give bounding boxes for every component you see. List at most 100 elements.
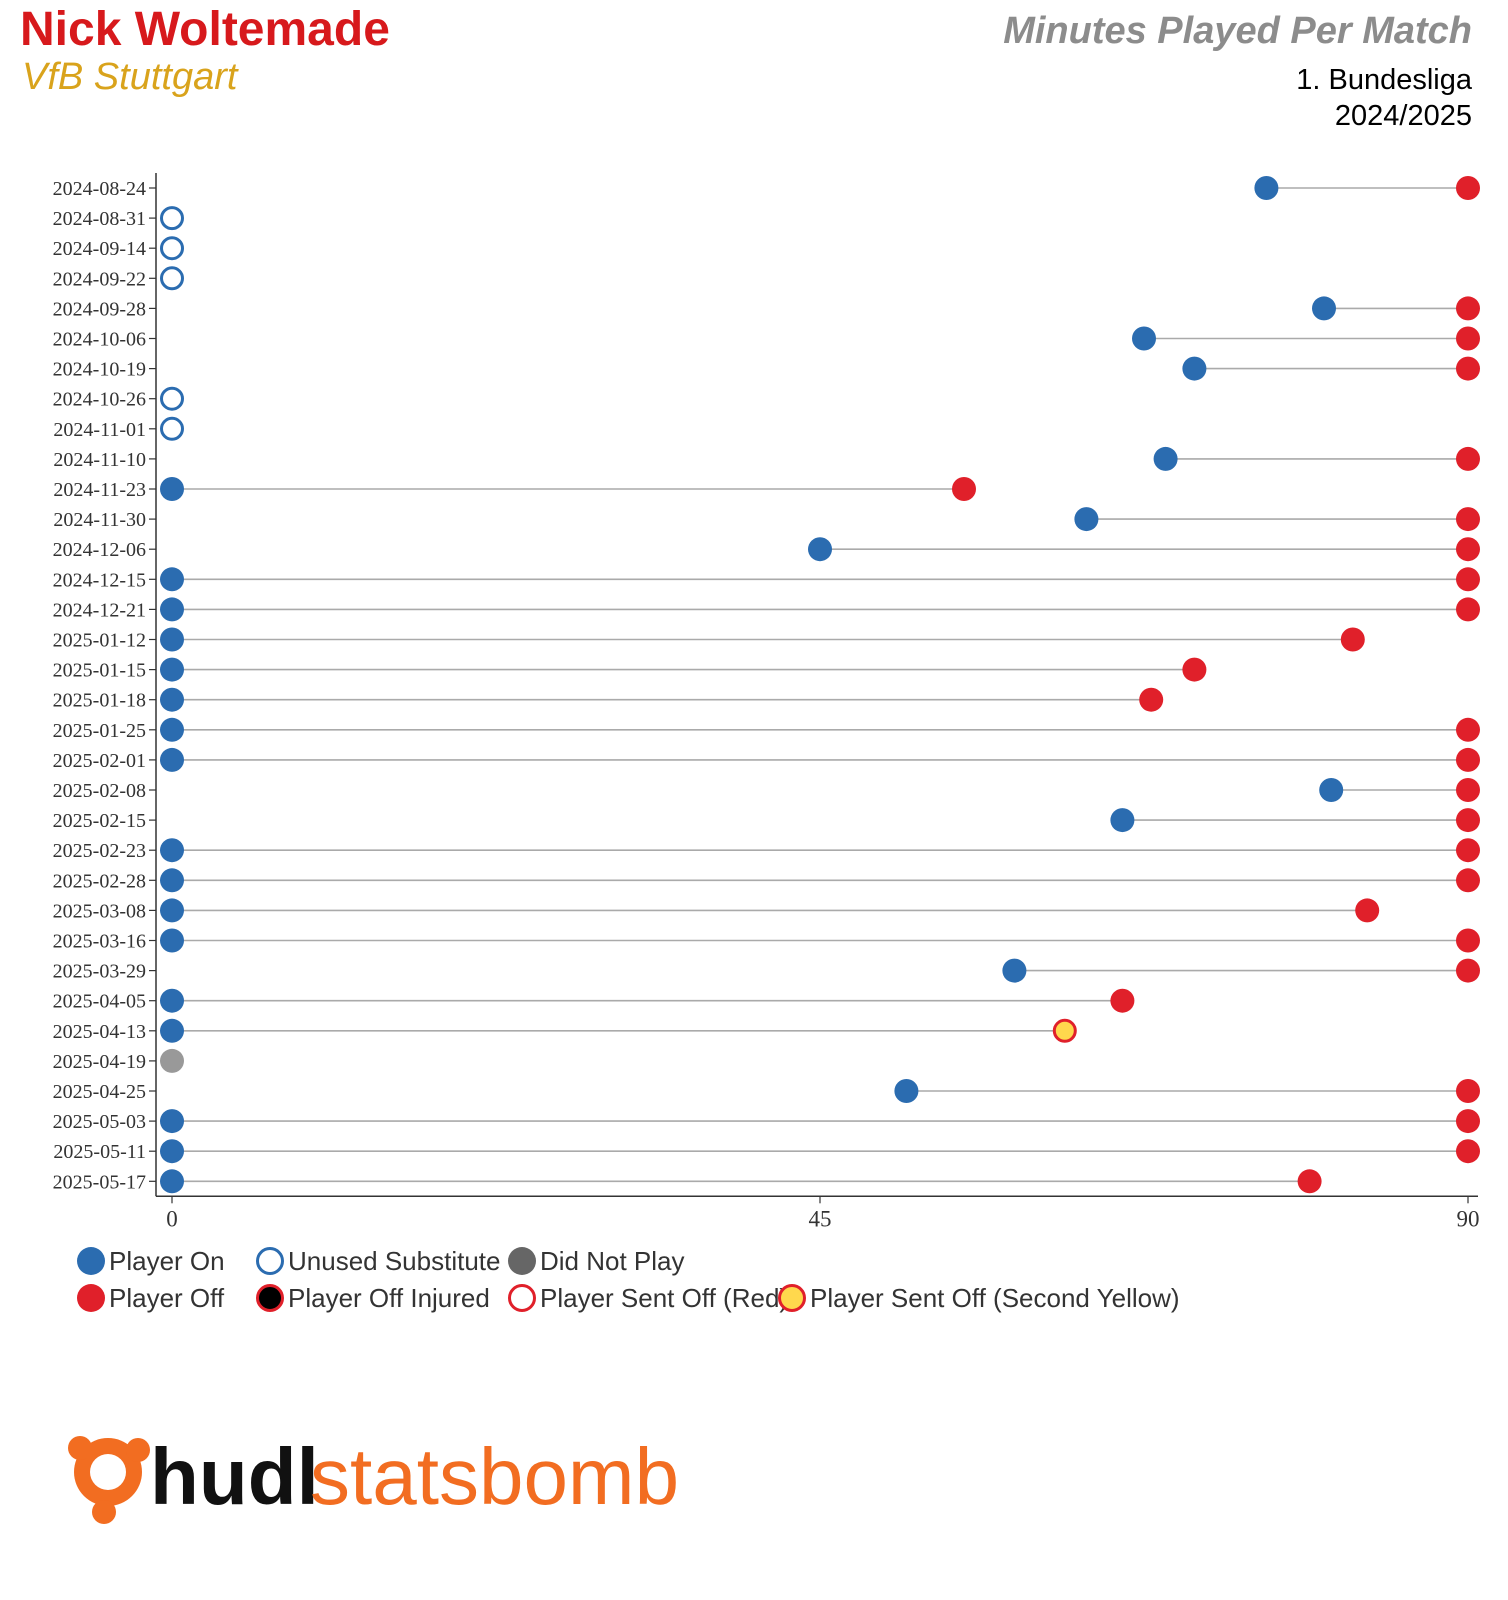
player-on-marker xyxy=(160,687,184,712)
player-on-marker xyxy=(808,537,832,562)
legend-player-on-marker xyxy=(77,1247,105,1275)
x-tick-label: 90 xyxy=(1457,1206,1480,1231)
x-tick-label: 45 xyxy=(809,1206,832,1231)
player-on-marker xyxy=(160,1018,184,1043)
legend-red-label: Player Sent Off (Red) xyxy=(540,1283,788,1313)
match-date-label: 2025-01-15 xyxy=(53,660,146,682)
player-off-marker xyxy=(1456,176,1480,200)
player-on-marker xyxy=(894,1079,919,1103)
match-date-label: 2025-01-18 xyxy=(53,690,146,712)
match-date-label: 2024-12-15 xyxy=(53,569,146,591)
match-date-label: 2024-11-23 xyxy=(53,479,146,501)
player-on-marker xyxy=(160,567,184,592)
match-date-label: 2025-04-25 xyxy=(53,1081,146,1103)
match-date-label: 2025-01-25 xyxy=(53,720,146,742)
player-off-marker xyxy=(1456,808,1480,833)
x-tick-label: 0 xyxy=(166,1206,178,1231)
player-on-marker xyxy=(160,868,184,893)
unused-substitute-marker xyxy=(160,416,184,441)
unused-substitute-marker xyxy=(160,236,184,261)
player-on-marker xyxy=(160,477,184,501)
match-date-label: 2025-03-29 xyxy=(53,961,146,983)
legend-player-on-label: Player On xyxy=(109,1246,225,1276)
match-date-label: 2024-10-26 xyxy=(53,389,146,411)
player-on-marker xyxy=(160,988,184,1013)
minutes-chart: 0 45 90 2024-08-24 2024-08-31 2024-09-14 2024-… xyxy=(53,173,1480,1313)
legend-injured-marker xyxy=(256,1284,284,1312)
legend-unused-marker xyxy=(256,1247,284,1275)
competition-label: 1. Bundesliga xyxy=(1296,64,1472,96)
legend-did-not-play-label: Did Not Play xyxy=(540,1246,685,1276)
sent-off-second-yellow-marker xyxy=(1052,1018,1077,1043)
player-off-marker xyxy=(1456,747,1480,772)
player-on-marker xyxy=(1002,958,1027,983)
match-date-label: 2024-11-01 xyxy=(53,419,146,441)
match-date-label: 2024-10-06 xyxy=(53,329,146,351)
player-off-marker xyxy=(1456,296,1480,321)
player-off-marker xyxy=(1456,778,1480,802)
match-date-label: 2024-11-10 xyxy=(53,449,146,471)
match-date-label: 2025-05-17 xyxy=(53,1171,146,1193)
player-name: Nick Woltemade xyxy=(20,3,390,56)
match-date-label: 2025-05-03 xyxy=(53,1111,146,1133)
legend-red-marker xyxy=(508,1284,536,1312)
match-date-label: 2024-08-24 xyxy=(53,178,146,200)
player-on-marker xyxy=(1312,296,1336,321)
player-off-marker xyxy=(1456,1109,1480,1134)
player-off-marker xyxy=(1456,1139,1480,1164)
chart-title: Minutes Played Per Match xyxy=(1003,10,1472,52)
legend-second-yellow-marker xyxy=(778,1284,806,1312)
brand-part2: statsbomb xyxy=(310,1432,679,1521)
match-date-label: 2024-11-30 xyxy=(53,509,146,531)
match-date-label: 2025-02-01 xyxy=(53,750,146,772)
match-date-label: 2024-10-19 xyxy=(53,359,146,381)
legend-player-off-marker xyxy=(77,1284,105,1312)
legend-injured-label: Player Off Injured xyxy=(288,1283,490,1313)
player-on-marker xyxy=(160,597,184,622)
player-on-marker xyxy=(160,627,184,652)
match-date-label: 2025-02-28 xyxy=(53,870,146,892)
player-on-marker xyxy=(160,1139,184,1164)
match-date-label: 2024-09-28 xyxy=(53,298,146,320)
player-off-marker xyxy=(1456,958,1480,983)
match-date-label: 2024-09-14 xyxy=(53,238,146,260)
player-on-marker xyxy=(160,717,184,742)
player-on-marker xyxy=(1110,808,1135,833)
player-off-marker xyxy=(1456,838,1480,863)
player-on-marker xyxy=(1074,507,1099,532)
player-on-marker xyxy=(1132,326,1156,351)
player-on-marker xyxy=(160,657,184,682)
player-on-marker xyxy=(160,1109,184,1134)
unused-substitute-marker xyxy=(160,206,184,231)
player-off-marker xyxy=(1456,597,1480,622)
player-on-marker xyxy=(1182,356,1207,381)
player-off-marker xyxy=(1355,898,1380,923)
legend-unused-label: Unused Substitute xyxy=(288,1246,500,1276)
player-on-marker xyxy=(160,898,184,923)
match-date-label: 2025-03-08 xyxy=(53,900,146,922)
player-off-marker xyxy=(1456,507,1480,532)
player-off-marker xyxy=(1182,657,1207,682)
match-date-label: 2025-02-15 xyxy=(53,810,146,832)
player-off-marker xyxy=(1110,988,1135,1013)
player-off-marker xyxy=(1456,537,1480,562)
match-date-label: 2024-12-06 xyxy=(53,539,146,561)
did-not-play-marker xyxy=(160,1048,184,1073)
player-off-marker xyxy=(1340,627,1365,652)
player-on-marker xyxy=(160,928,184,953)
player-on-marker xyxy=(160,747,184,772)
team-name: VfB Stuttgart xyxy=(22,56,238,98)
player-off-marker xyxy=(1139,687,1164,712)
brand-part1: hudl xyxy=(150,1432,319,1521)
match-date-label: 2025-01-12 xyxy=(53,630,146,652)
legend-second-yellow-label: Player Sent Off (Second Yellow) xyxy=(810,1283,1180,1313)
player-off-marker xyxy=(1456,567,1480,592)
match-date-label: 2025-03-16 xyxy=(53,931,146,953)
match-date-label: 2024-09-22 xyxy=(53,268,146,290)
player-off-marker xyxy=(1456,868,1480,893)
match-date-label: 2025-02-08 xyxy=(53,780,146,802)
match-date-label: 2024-08-31 xyxy=(53,208,146,230)
player-on-marker xyxy=(1153,446,1178,471)
legend-player-off-label: Player Off xyxy=(109,1283,225,1313)
season-label: 2024/2025 xyxy=(1334,100,1472,132)
